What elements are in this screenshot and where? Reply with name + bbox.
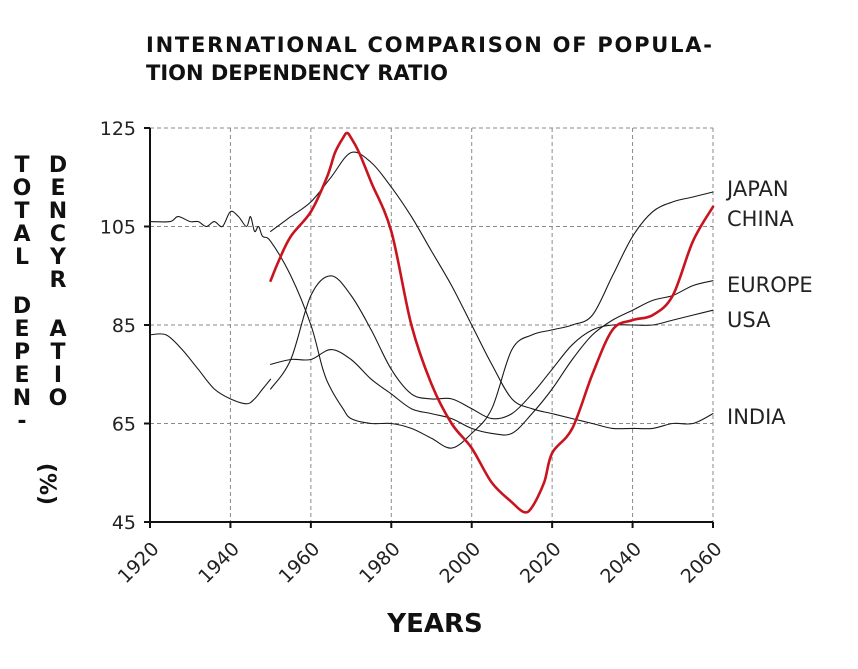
- series-line-japan: [149, 191, 714, 449]
- chart-title-line-1: INTERNATIONAL COMPARISON OF POPULA-: [146, 33, 712, 57]
- y-tick-label-85: 85: [112, 315, 136, 337]
- x-tick-label-1940: 1940: [194, 538, 244, 588]
- y-label-char: T: [14, 153, 29, 178]
- y-label-char: A: [13, 222, 30, 247]
- x-axis-label: YEARS: [386, 609, 482, 639]
- y-label-char: D: [49, 153, 67, 178]
- series-label-india: INDIA: [727, 405, 786, 429]
- chart-title-line-2: TION DEPENDENCY RATIO: [146, 61, 448, 85]
- y-tick-label-45: 45: [112, 512, 136, 534]
- chart-title: INTERNATIONAL COMPARISON OF POPULA- TION…: [146, 33, 712, 85]
- series-lines: [149, 131, 715, 514]
- x-tick-label-2000: 2000: [435, 538, 485, 588]
- series-line-europe: [270, 280, 714, 436]
- x-tick-labels: 1920 1940 1960 1980 2000 2020 2040 2060: [114, 538, 727, 588]
- x-tick-label-1980: 1980: [355, 538, 405, 588]
- y-label-char: C: [50, 222, 66, 247]
- series-labels: JAPAN CHINA EUROPE USA INDIA: [725, 177, 813, 429]
- y-label-char: T: [50, 340, 65, 365]
- y-tick-label-105: 105: [100, 217, 136, 239]
- y-label-char: O: [49, 386, 68, 411]
- x-tick-label-1960: 1960: [275, 538, 325, 588]
- series-line-china: [269, 131, 715, 514]
- x-tick-label-2040: 2040: [596, 538, 646, 588]
- y-label-char: O: [13, 176, 32, 201]
- y-label-char: P: [14, 340, 30, 365]
- y-label-char: E: [14, 317, 29, 342]
- axes: [144, 127, 714, 528]
- x-tick-label-1920: 1920: [114, 538, 164, 588]
- series-line-india: [270, 151, 714, 430]
- y-label-char: N: [13, 386, 31, 411]
- y-label-char: N: [49, 199, 67, 224]
- y-tick-label-125: 125: [100, 118, 136, 140]
- series-line-pre-1950: [149, 333, 272, 405]
- y-label-char: R: [50, 268, 67, 293]
- series-line-usa: [270, 275, 714, 420]
- y-label-char: I: [54, 363, 62, 388]
- y-label-unit: (%): [34, 463, 59, 505]
- y-label-char: E: [50, 176, 65, 201]
- x-tick-label-2060: 2060: [677, 538, 727, 588]
- y-label-char: A: [49, 317, 66, 342]
- y-label-char: T: [14, 199, 29, 224]
- y-label-char: -: [17, 409, 26, 434]
- y-label-char: L: [15, 245, 29, 270]
- y-label-char: D: [13, 294, 31, 319]
- series-label-japan: JAPAN: [725, 177, 789, 201]
- series-label-usa: USA: [727, 308, 771, 332]
- y-label-char: Y: [49, 245, 67, 270]
- x-tick-label-2020: 2020: [516, 538, 566, 588]
- y-label-char: E: [14, 363, 29, 388]
- series-label-china: CHINA: [727, 207, 794, 231]
- y-tick-labels: 45 65 85 105 125: [100, 118, 136, 534]
- y-tick-label-65: 65: [112, 414, 136, 436]
- series-label-europe: EUROPE: [727, 273, 813, 297]
